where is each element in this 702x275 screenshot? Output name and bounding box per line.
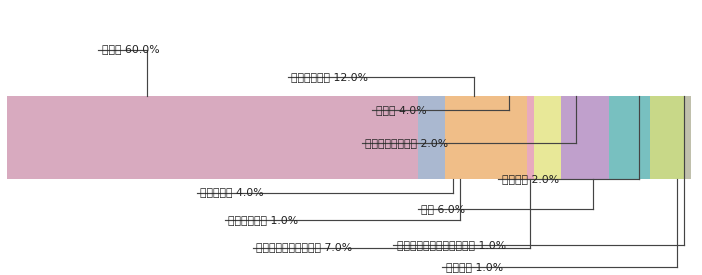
Bar <box>527 96 534 179</box>
Text: 商業 6.0%: 商業 6.0% <box>421 204 465 214</box>
Text: 学校教育 1.0%: 学校教育 1.0% <box>446 262 503 272</box>
Text: 医療・福祉・留学・その他 1.0%: 医療・福祉・留学・その他 1.0% <box>397 240 505 250</box>
Text: 公務員・公立教員 2.0%: 公務員・公立教員 2.0% <box>365 138 448 148</box>
Bar <box>534 96 562 179</box>
Bar <box>609 96 651 179</box>
Text: 不動産業 2.0%: 不動産業 2.0% <box>502 174 559 184</box>
Bar <box>651 96 664 179</box>
Text: 製造業 60.0%: 製造業 60.0% <box>102 45 159 54</box>
Bar <box>418 96 445 179</box>
Bar <box>7 96 418 179</box>
Text: 建設業・資源 12.0%: 建設業・資源 12.0% <box>291 72 369 82</box>
Bar <box>684 96 691 179</box>
Text: 運輸業 4.0%: 運輸業 4.0% <box>376 105 426 115</box>
Bar <box>562 96 609 179</box>
Text: 情報通信業 4.0%: 情報通信業 4.0% <box>200 188 264 197</box>
Text: 電気・ガス業 1.0%: 電気・ガス業 1.0% <box>228 215 298 225</box>
Bar <box>664 96 678 179</box>
Bar <box>678 96 684 179</box>
Bar <box>445 96 527 179</box>
Text: 専門・技術サービス業 7.0%: 専門・技術サービス業 7.0% <box>256 243 352 252</box>
